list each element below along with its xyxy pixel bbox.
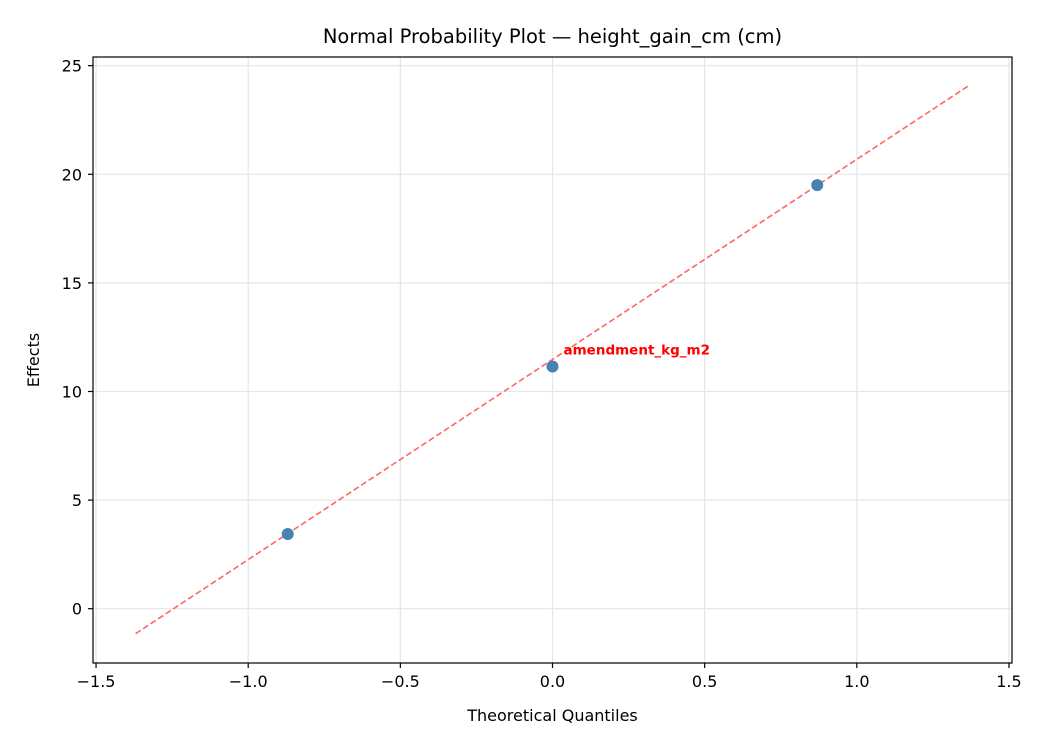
y-axis-ticks: 0 5 10 15 20 25 <box>62 57 93 619</box>
x-tick-label: −1.5 <box>77 672 116 691</box>
y-tick-label: 25 <box>62 57 82 76</box>
gridlines <box>93 57 1012 663</box>
x-axis-ticks: −1.5 −1.0 −0.5 0.0 0.5 1.0 1.5 <box>77 663 1022 691</box>
x-tick-label: −0.5 <box>381 672 420 691</box>
point-annotation: amendment_kg_m2 <box>564 343 711 359</box>
data-point <box>811 179 824 192</box>
reference-line-path <box>135 84 970 635</box>
x-tick-label: 1.5 <box>996 672 1021 691</box>
y-tick-label: 5 <box>72 491 82 510</box>
y-tick-label: 20 <box>62 165 82 184</box>
chart-title: Normal Probability Plot — height_gain_cm… <box>323 25 782 48</box>
reference-line <box>135 84 970 635</box>
annotations: amendment_kg_m2 <box>564 343 711 359</box>
y-axis-label: Effects <box>24 333 43 387</box>
y-tick-label: 0 <box>72 600 82 619</box>
y-tick-label: 10 <box>62 382 82 401</box>
y-tick-label: 15 <box>62 274 82 293</box>
x-tick-label: 1.0 <box>844 672 869 691</box>
data-points <box>281 179 824 540</box>
x-axis-label: Theoretical Quantiles <box>466 706 638 725</box>
data-point <box>546 360 559 373</box>
x-tick-label: −1.0 <box>229 672 268 691</box>
data-point <box>281 527 294 540</box>
x-tick-label: 0.0 <box>540 672 565 691</box>
x-tick-label: 0.5 <box>692 672 717 691</box>
